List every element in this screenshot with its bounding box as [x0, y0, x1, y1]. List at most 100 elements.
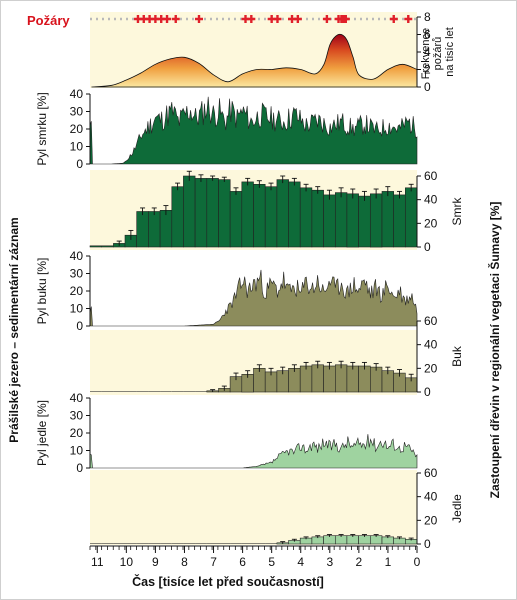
spruce-regional-bar [148, 211, 161, 248]
spruce-regional-bar [404, 187, 418, 248]
fires-tick-label: 2 [424, 63, 431, 77]
beech-regional-tick-label: 20 [424, 361, 438, 375]
spruce-pollen-tick-label: 20 [70, 122, 84, 136]
fire-event-marker [404, 15, 413, 23]
fire-event-marker [389, 15, 398, 23]
spruce-regional-bar [393, 194, 406, 248]
beech-regional-bar [311, 364, 324, 393]
spruce-regional-tick-label: 60 [424, 169, 438, 183]
spruce-pollen-area [89, 96, 418, 165]
spruce-pollen-ylabel: Pyl smrku [%] [35, 92, 49, 165]
fir-regional-bar [346, 535, 359, 545]
fir-pollen-tick-label: 10 [70, 444, 84, 458]
fire-frequency-curve [91, 33, 418, 88]
spruce-regional-bar [136, 211, 149, 248]
spruce-regional-bar [171, 186, 184, 248]
beech-pollen-ylabel: Pyl buku [%] [35, 258, 49, 325]
beech-pollen-tick-label: 30 [70, 267, 84, 281]
fires-ylabel-line1: Frekvence [420, 28, 432, 79]
fir-regional-bar [323, 535, 336, 545]
fire-event-marker [341, 15, 350, 23]
fir-regional-panel: 60 40 20 0 Jedle [90, 466, 464, 551]
fire-event-marker [247, 15, 256, 23]
x-axis-label: Čas [tisíce let před současností] [132, 574, 324, 589]
left-axis-title: Prášilské jezero – sedimentární záznam [7, 217, 21, 442]
spruce-regional-bar [89, 245, 102, 248]
fir-regional-tick-label: 60 [424, 466, 438, 480]
spruce-regional-tick-label: 40 [424, 193, 438, 207]
fir-regional-bar [369, 535, 383, 545]
spruce-regional-bar [276, 179, 289, 248]
x-axis: 11 10 9 8 7 6 5 4 3 2 1 0 [89, 545, 421, 569]
fir-regional-tick-label: 0 [424, 537, 431, 551]
spruce-regional-bar [346, 193, 359, 248]
beech-regional-bar [358, 365, 371, 393]
spruce-regional-bar [381, 191, 394, 248]
spruce-regional-tick-label: 0 [424, 240, 431, 254]
x-tick-label: 5 [268, 555, 275, 569]
spruce-regional-bar [218, 179, 231, 248]
spruce-pollen-tick-label: 40 [70, 87, 84, 101]
spruce-regional-ylabel: Smrk [450, 197, 464, 226]
fir-regional-ylabel: Jedle [450, 494, 464, 523]
beech-regional-panel: 60 40 20 0 Buk [90, 314, 464, 399]
fir-pollen-ylabel: Pyl jedle [%] [35, 400, 49, 466]
spruce-regional-bar [311, 189, 324, 248]
beech-regional-bar [323, 365, 336, 393]
x-tick-label: 0 [414, 555, 421, 569]
beech-pollen-tick-label: 40 [70, 249, 84, 263]
fir-pollen-tick-label: 40 [70, 391, 84, 405]
fire-frequency-panel: 8 6 4 2 0 [90, 10, 431, 94]
x-tick-label: 3 [326, 555, 333, 569]
x-tick-label: 8 [181, 555, 188, 569]
fire-event-marker [293, 15, 302, 23]
spruce-regional-bar [323, 194, 336, 248]
spruce-regional-bar [358, 195, 371, 248]
spruce-pollen-tick-label: 0 [76, 157, 83, 171]
fir-pollen-area [89, 434, 418, 469]
beech-regional-ylabel: Buk [450, 345, 464, 367]
beech-pollen-tick-label: 10 [70, 302, 84, 316]
spruce-regional-bar [206, 178, 219, 248]
fire-event-marker [322, 15, 331, 23]
x-tick-label: 11 [91, 555, 104, 569]
fires-tick-label: 6 [424, 28, 431, 42]
beech-pollen-area [89, 269, 418, 327]
spruce-regional-bar [229, 191, 243, 248]
fir-regional-bar [358, 535, 371, 545]
beech-pollen-tick-label: 20 [70, 284, 84, 298]
spruce-regional-bar [334, 192, 348, 248]
beech-regional-tick-label: 40 [424, 338, 438, 352]
fir-regional-bg [90, 470, 417, 545]
x-tick-label: 10 [120, 555, 134, 569]
beech-pollen-panel: 40 30 20 10 0 Pyl buku [%] [35, 249, 418, 333]
fires-ylabel-line2: požárů [432, 37, 444, 71]
fires-ylabel: Frekvence požárů na tisíc let [420, 25, 456, 79]
right-axis-title: Zastoupení dřevin v regionální vegetaci … [487, 202, 502, 499]
beech-pollen-tick-label: 0 [76, 319, 83, 333]
fir-pollen-panel: 40 30 20 10 0 Pyl jedle [%] [35, 391, 418, 475]
spruce-pollen-panel: 40 30 20 10 0 Pyl smrku [%] [35, 87, 418, 171]
fires-tick-label: 4 [424, 45, 431, 59]
beech-regional-bar [334, 364, 348, 393]
spruce-pollen-tick-label: 30 [70, 105, 84, 119]
x-tick-label: 9 [152, 555, 159, 569]
fire-event-marker [171, 15, 180, 23]
beech-regional-bar [299, 365, 313, 393]
fire-event-marker [195, 15, 203, 23]
fires-ylabel-line3: na tisíc let [444, 27, 456, 77]
spruce-regional-bar [288, 181, 301, 248]
x-tick-label: 6 [239, 555, 246, 569]
fir-regional-bar [334, 535, 348, 545]
spruce-regional-bar [253, 184, 266, 248]
fires-title: Požáry [27, 13, 70, 28]
fir-pollen-tick-label: 20 [70, 426, 84, 440]
beech-regional-tick-label: 60 [424, 314, 438, 328]
spruce-regional-bar [299, 187, 313, 248]
x-tick-label: 4 [297, 555, 304, 569]
spruce-regional-panel: 60 40 20 0 Smrk [89, 169, 464, 254]
fir-regional-tick-label: 20 [424, 513, 438, 527]
fire-event-marker [163, 15, 172, 23]
fire-event-marker [273, 15, 282, 23]
